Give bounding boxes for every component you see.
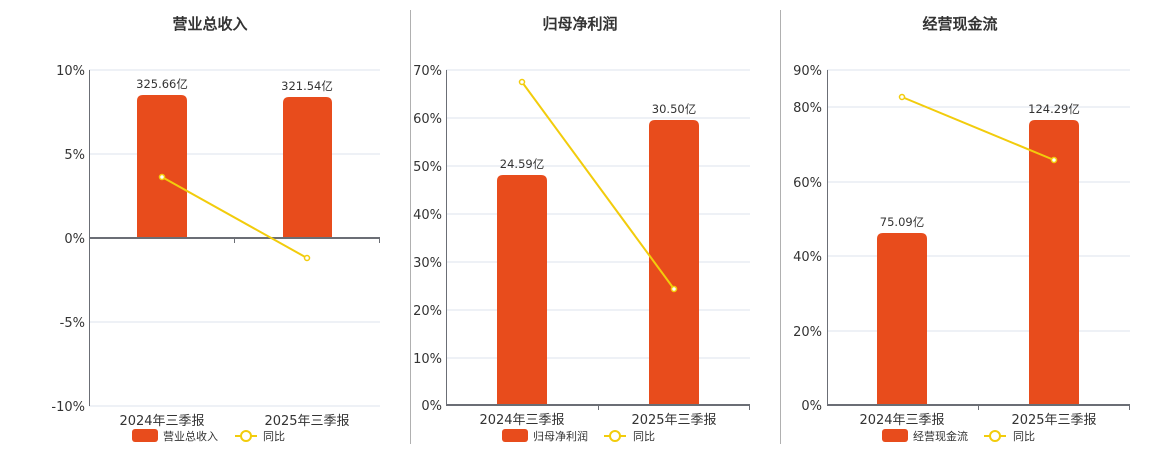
svg-text:50%: 50%	[413, 160, 442, 175]
legend[interactable]: 经营现金流 同比	[882, 429, 1035, 443]
y-tick-labels: 90% 80% 60% 40% 20% 0%	[793, 64, 822, 414]
legend-line-icon	[240, 430, 252, 442]
legend[interactable]: 归母净利润 同比	[502, 429, 655, 443]
yoy-point[interactable]	[518, 78, 526, 86]
svg-text:20%: 20%	[793, 325, 822, 340]
yoy-point[interactable]	[898, 93, 906, 101]
svg-text:90%: 90%	[793, 64, 822, 79]
svg-text:5%: 5%	[64, 148, 85, 163]
svg-text:0%: 0%	[801, 399, 822, 414]
legend-label-bar: 归母净利润	[533, 429, 588, 443]
x-label: 2024年三季报	[859, 413, 944, 428]
x-label: 2024年三季报	[119, 414, 204, 429]
x-label: 2025年三季报	[264, 414, 349, 429]
panel-divider-2	[780, 10, 781, 444]
svg-text:60%: 60%	[793, 176, 822, 191]
bar-2025[interactable]	[1029, 120, 1079, 405]
legend-bar-swatch	[502, 429, 528, 442]
chart-title: 经营现金流	[922, 15, 997, 33]
legend-label-bar: 经营现金流	[913, 429, 968, 443]
svg-text:-5%: -5%	[60, 316, 85, 331]
bar-value-label: 30.50亿	[652, 102, 696, 116]
svg-text:70%: 70%	[413, 64, 442, 79]
legend-label-bar: 营业总收入	[163, 429, 218, 443]
legend-bar-swatch	[882, 429, 908, 442]
svg-text:80%: 80%	[793, 101, 822, 116]
yoy-line	[161, 176, 308, 259]
svg-text:40%: 40%	[413, 208, 442, 223]
bar-value-label: 124.29亿	[1028, 102, 1080, 116]
svg-text:60%: 60%	[413, 112, 442, 127]
x-label: 2024年三季报	[479, 413, 564, 428]
svg-text:-10%: -10%	[51, 400, 85, 415]
legend-bar-swatch	[132, 429, 158, 442]
svg-text:0%: 0%	[64, 232, 85, 247]
legend-line-icon	[989, 430, 1001, 442]
yoy-point[interactable]	[158, 173, 166, 181]
bar-2024[interactable]	[877, 233, 927, 405]
y-tick-labels: 10% 5% 0% -5% -10%	[51, 64, 85, 415]
yoy-line	[521, 81, 675, 290]
chart-title: 归母净利润	[542, 15, 617, 33]
x-label: 2025年三季报	[631, 413, 716, 428]
bar-value-label: 24.59亿	[500, 157, 544, 171]
yoy-point[interactable]	[670, 285, 678, 293]
bar-2024[interactable]	[137, 95, 187, 238]
bar-value-label: 75.09亿	[880, 215, 924, 229]
legend[interactable]: 营业总收入 同比	[132, 429, 285, 443]
svg-text:10%: 10%	[413, 352, 442, 367]
panel-divider-1	[410, 10, 411, 444]
y-tick-labels: 70% 60% 50% 40% 30% 20% 10% 0%	[413, 64, 442, 414]
grid-lines	[827, 69, 1130, 332]
legend-label-line: 同比	[1013, 430, 1035, 443]
bar-2025[interactable]	[283, 97, 332, 238]
svg-text:30%: 30%	[413, 256, 442, 271]
bar-2024[interactable]	[497, 175, 547, 405]
bar-value-label: 325.66亿	[136, 77, 188, 91]
grid-lines	[446, 69, 750, 359]
legend-line-icon	[609, 430, 621, 442]
svg-text:0%: 0%	[421, 399, 442, 414]
svg-text:20%: 20%	[413, 304, 442, 319]
svg-text:40%: 40%	[793, 250, 822, 265]
yoy-point[interactable]	[303, 254, 311, 262]
yoy-line	[901, 96, 1055, 161]
legend-label-line: 同比	[633, 430, 655, 443]
x-label: 2025年三季报	[1011, 413, 1096, 428]
legend-label-line: 同比	[263, 430, 285, 443]
bar-2025[interactable]	[649, 120, 699, 405]
yoy-point[interactable]	[1050, 156, 1058, 164]
chart-title: 营业总收入	[172, 15, 247, 33]
svg-text:10%: 10%	[56, 64, 85, 79]
bar-value-label: 321.54亿	[281, 79, 333, 93]
